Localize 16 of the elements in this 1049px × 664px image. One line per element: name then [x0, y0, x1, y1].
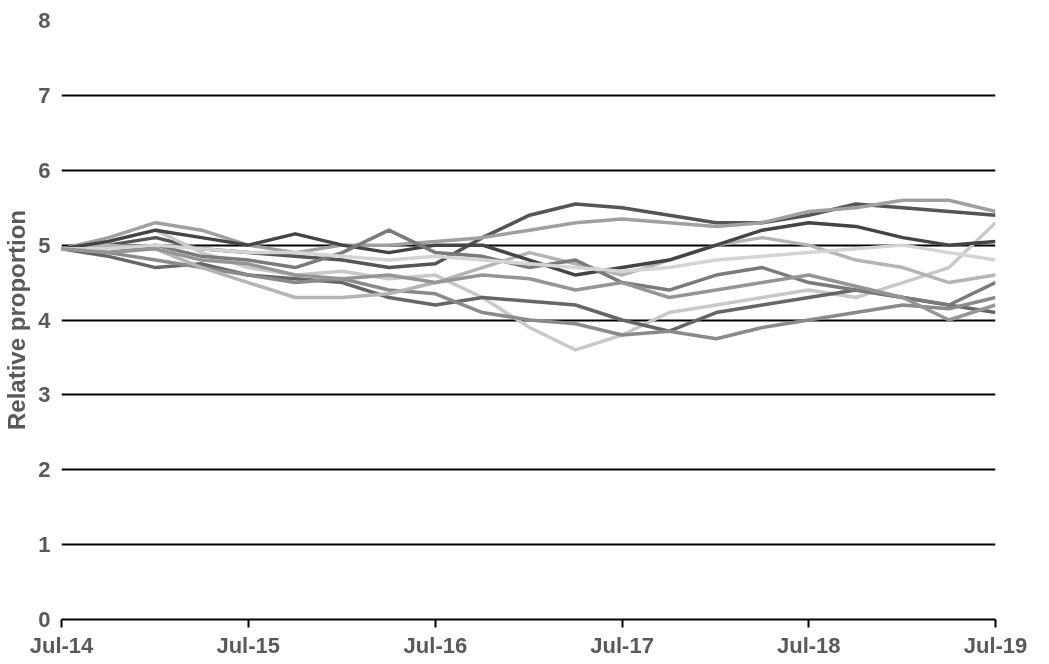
y-axis-title: Relative proportion [3, 209, 31, 431]
y-tick-label: 7 [38, 82, 51, 108]
y-tick-label: 1 [38, 532, 51, 558]
x-tick-label: Jul-15 [216, 632, 280, 658]
y-tick-label: 0 [38, 607, 51, 632]
x-tick-label: Jul-17 [590, 632, 654, 658]
x-tick-label: Jul-19 [963, 632, 1028, 658]
y-tick-label: 3 [38, 382, 51, 408]
x-tick-label: Jul-14 [29, 632, 95, 658]
x-tick-label: Jul-18 [777, 632, 841, 658]
y-tick-label: 2 [38, 457, 51, 483]
y-tick-label: 6 [38, 157, 51, 183]
x-tick-label: Jul-16 [403, 632, 468, 658]
y-tick-label: 5 [38, 232, 51, 258]
y-tick-label: 8 [38, 8, 51, 33]
y-tick-label: 4 [38, 307, 52, 333]
